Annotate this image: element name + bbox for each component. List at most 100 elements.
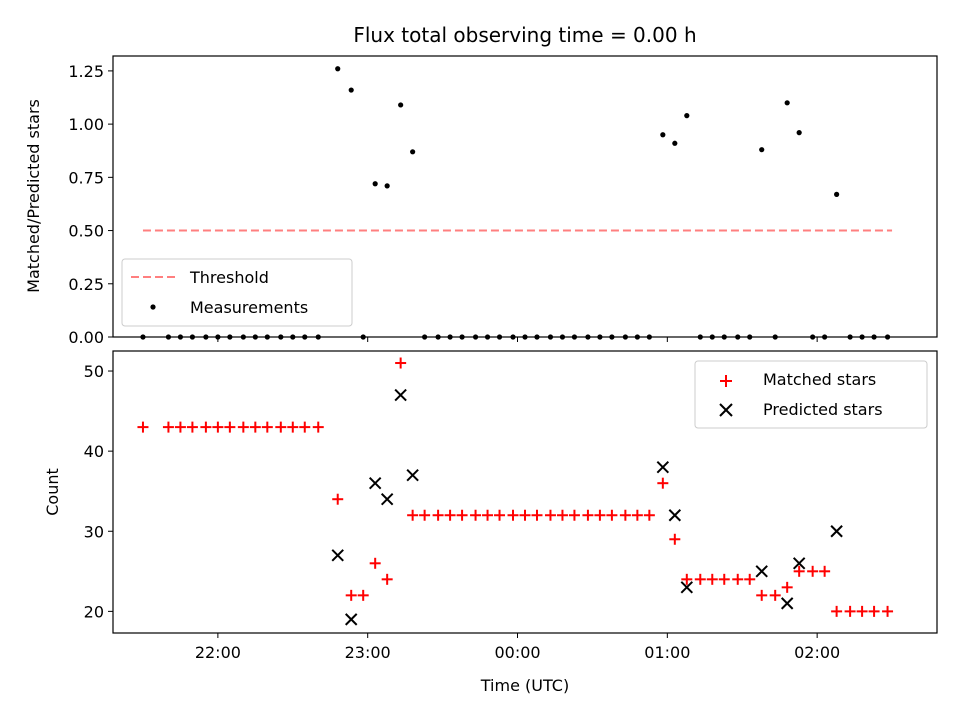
matched-star-point (494, 509, 506, 521)
measurement-point (348, 87, 354, 93)
measurement-point (672, 140, 678, 146)
matched-star-point (544, 509, 556, 521)
predicted-star-point (345, 613, 358, 626)
bottom-legend: Matched stars Predicted stars (694, 360, 928, 429)
predicted-star-point (780, 597, 794, 610)
matched-star-point (769, 589, 781, 601)
bottom-legend-box (694, 360, 928, 429)
matched-star-point (831, 605, 843, 617)
predicted-star-point (668, 509, 682, 522)
predicted-star-point (368, 476, 382, 490)
matched-star-point (470, 509, 482, 521)
matched-star-point (732, 573, 744, 585)
matched-legend-swatch (720, 375, 732, 387)
matched-star-point (381, 573, 393, 585)
matched-star-point (261, 421, 273, 433)
matched-legend-label: Matched stars (763, 370, 876, 389)
matched-star-point (237, 421, 249, 433)
matched-star-point (756, 589, 768, 601)
matched-star-point (299, 421, 311, 433)
matched-star-point (162, 421, 174, 433)
matched-star-point (369, 557, 381, 569)
top-legend-box (121, 258, 353, 327)
matched-star-point (744, 573, 756, 585)
predicted-star-point (394, 388, 407, 402)
measurement-point (372, 181, 378, 187)
matched-star-point (807, 565, 819, 577)
matched-star-point (275, 421, 287, 433)
matched-star-point (519, 509, 531, 521)
x-tick-label: 02:00 (794, 643, 840, 662)
x-tick-label: 00:00 (494, 643, 540, 662)
bottom-y-tick-label: 40 (84, 442, 104, 461)
matched-star-point (212, 421, 224, 433)
measurement-point (684, 113, 690, 119)
matched-star-point (531, 509, 543, 521)
matched-star-point (249, 421, 261, 433)
matched-star-point (186, 421, 198, 433)
matched-star-point (482, 509, 494, 521)
predicted-legend-label: Predicted stars (763, 400, 883, 419)
matched-star-point (357, 589, 369, 601)
top-y-tick-label: 0.50 (68, 222, 104, 241)
top-y-tick-label: 1.00 (68, 115, 104, 134)
matched-star-point (582, 509, 594, 521)
matched-star-point (631, 509, 643, 521)
measurement-point (384, 183, 390, 189)
bottom-y-tick-label: 30 (84, 522, 104, 541)
predicted-star-point (656, 460, 670, 474)
matched-star-point (856, 605, 868, 617)
measurement-point (796, 130, 802, 136)
matched-star-point (669, 533, 681, 545)
bottom-panel: 20 30 40 50 22:00 23:00 00:00 01:00 02:00 Count… (43, 350, 938, 695)
top-legend: Threshold Measurements (121, 258, 353, 327)
matched-star-point (419, 509, 431, 521)
bottom-y-tick-label: 50 (84, 362, 104, 381)
matched-star-point (706, 573, 718, 585)
predicted-star-point (755, 565, 768, 578)
measurement-point (784, 100, 790, 106)
predicted-star-point (830, 525, 843, 538)
matched-star-point (681, 573, 693, 585)
matched-star-point (556, 509, 568, 521)
matched-star-point (395, 357, 407, 369)
matched-star-point (882, 605, 894, 617)
matched-star-point (594, 509, 606, 521)
measurement-point (660, 132, 666, 138)
predicted-star-point (380, 493, 394, 506)
x-axis-label: Time (UTC) (480, 676, 569, 695)
matched-star-point (287, 421, 299, 433)
matched-star-point (606, 509, 618, 521)
matched-star-point (224, 421, 236, 433)
chart-title: Flux total observing time = 0.00 h (353, 23, 696, 47)
matched-star-point (407, 509, 419, 521)
measurement-point (410, 149, 416, 155)
matched-star-point (643, 509, 655, 521)
predicted-legend-swatch (719, 403, 733, 417)
x-tick-label: 23:00 (345, 643, 391, 662)
predicted-star-point (331, 549, 344, 562)
x-tick-label: 01:00 (644, 643, 690, 662)
matched-star-point (694, 573, 706, 585)
matched-star-point (568, 509, 580, 521)
top-y-tick-label: 1.25 (68, 62, 104, 81)
bottom-y-axis-label: Count (43, 468, 62, 516)
top-y-tick-label: 0.00 (68, 328, 104, 347)
top-panel: 0.00 0.25 0.50 0.75 1.00 1.25 Matched/Predict… (24, 55, 938, 347)
threshold-legend-label: Threshold (189, 268, 269, 287)
matched-star-point (332, 493, 344, 505)
measurement-point (759, 147, 765, 153)
measurement-point (834, 191, 840, 197)
matched-star-point (819, 565, 831, 577)
matched-star-point (507, 509, 519, 521)
matched-star-point (844, 605, 856, 617)
matched-star-point (345, 589, 357, 601)
x-tick-label: 22:00 (195, 643, 241, 662)
bottom-plot-frame (112, 350, 938, 634)
matched-star-point (868, 605, 880, 617)
matched-star-point (456, 509, 468, 521)
top-y-axis-label: Matched/Predicted stars (24, 99, 43, 293)
predicted-star-point (406, 468, 419, 482)
matched-star-point (137, 421, 149, 433)
